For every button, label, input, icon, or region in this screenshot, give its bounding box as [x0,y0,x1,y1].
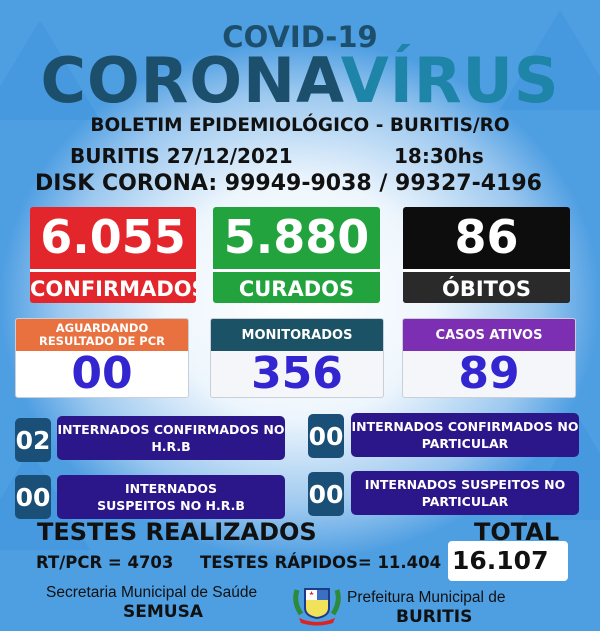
hrb-confirmed-label: INTERNADOS CONFIRMADOS NO H.R.B [57,416,285,460]
cured-value: 5.880 [223,210,370,264]
cured-box: 5.880 CURADOS [213,207,380,303]
title-virus: VÍRUS [340,44,560,117]
bulletin-subtitle: BOLETIM EPIDEMIOLÓGICO - BURITIS/RO [90,115,510,136]
rtpcr-count: RT/PCR = 4703 [36,553,174,572]
secretaria-label: Secretaria Municipal de Saúde [46,584,258,601]
deaths-box: 86 ÓBITOS [403,207,570,303]
hrb-confirmed-count: 02 [15,418,51,462]
monitored-label: MONITORADOS [211,319,383,351]
active-cases-box: CASOS ATIVOS 89 [402,318,576,398]
hrb-suspected-label: INTERNADOS SUSPEITOS NO H.R.B [57,475,285,519]
pcr-pending-value: 00 [71,348,133,398]
pcr-pending-box: AGUARDANDO RESULTADO DE PCR 00 [15,318,189,398]
deaths-value: 86 [454,210,519,264]
disk-corona: DISK CORONA: 99949-9038 / 99327-4196 [35,171,542,196]
buritis-label: BURITIS [396,607,473,627]
hrb-suspected-count: 00 [15,475,51,519]
private-confirmed-count: 00 [308,414,344,458]
coronavirus-title: CORONAVÍRUS [0,50,600,112]
confirmed-box: 6.055 CONFIRMADOS [30,207,196,303]
semusa-label: SEMUSA [123,602,203,622]
prefeitura-label: Prefeitura Municipal de [347,589,506,606]
coat-of-arms-icon [293,584,341,626]
tests-title: TESTES REALIZADOS [37,518,317,546]
pcr-pending-label: AGUARDANDO RESULTADO DE PCR [16,319,188,351]
covid-title: COVID-19 [222,20,378,54]
active-cases-label: CASOS ATIVOS [403,319,575,351]
tests-total-value: 16.107 [452,546,549,575]
monitored-value: 356 [251,348,343,398]
private-suspected-count: 00 [308,472,344,516]
active-cases-value: 89 [458,348,520,398]
private-confirmed-label: INTERNADOS CONFIRMADOS NO PARTICULAR [351,413,579,457]
bulletin-time: 18:30hs [394,144,484,168]
confirmed-label: CONFIRMADOS [30,269,196,303]
rapid-tests-count: TESTES RÁPIDOS= 11.404 [200,553,442,572]
confirmed-value: 6.055 [40,210,186,264]
monitored-box: MONITORADOS 356 [210,318,384,398]
cured-label: CURADOS [213,269,380,303]
total-box [448,541,568,581]
private-suspected-label: INTERNADOS SUSPEITOS NO PARTICULAR [351,471,579,515]
bulletin-date: BURITIS 27/12/2021 [70,144,293,168]
deaths-label: ÓBITOS [403,269,570,303]
title-corona: CORONA [40,44,341,117]
